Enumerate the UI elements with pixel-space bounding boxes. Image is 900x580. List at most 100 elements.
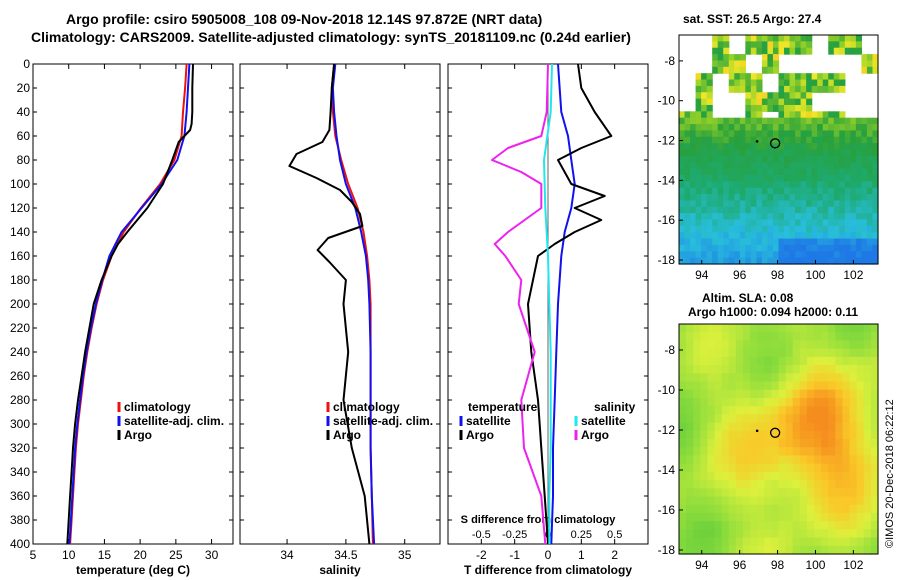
sst-map-xtick-label: 102 bbox=[843, 268, 863, 282]
temperature-xtick-label: 10 bbox=[62, 548, 76, 562]
depth-tick-label: 200 bbox=[10, 297, 30, 311]
diff-legend-temp-satellite: satellite bbox=[466, 414, 511, 428]
depth-tick-label: 380 bbox=[10, 513, 30, 527]
sal-legend-satellite: satellite-adj. clim. bbox=[333, 414, 433, 428]
temp-legend-satellite: satellite-adj. clim. bbox=[124, 414, 224, 428]
depth-tick-label: 340 bbox=[10, 465, 30, 479]
depth-tick-label: 280 bbox=[10, 393, 30, 407]
sst-map-ytick-label: -12 bbox=[658, 134, 676, 148]
depth-tick-label: 80 bbox=[17, 153, 31, 167]
difference-series-temperature-satellite bbox=[550, 63, 576, 545]
depth-tick-label: 40 bbox=[17, 105, 31, 119]
diff-legend-salinity-title: salinity bbox=[594, 400, 636, 414]
depth-tick-label: 160 bbox=[10, 249, 30, 263]
temperature-xtick-label: 20 bbox=[133, 548, 147, 562]
difference-xtick-label: -2 bbox=[476, 548, 487, 562]
sla-map-xtick-label: 98 bbox=[771, 558, 785, 572]
sla-map-xtick-label: 94 bbox=[695, 558, 709, 572]
sst-map-xtick-label: 98 bbox=[771, 268, 785, 282]
sal-legend-climatology: climatology bbox=[333, 400, 400, 414]
difference-series-temperature-argo bbox=[527, 63, 613, 545]
depth-tick-label: 100 bbox=[10, 177, 30, 191]
temperature-xlabel: temperature (deg C) bbox=[76, 563, 190, 577]
temperature-plot-frame bbox=[32, 63, 234, 545]
sst-map-island-marker bbox=[755, 140, 759, 143]
depth-tick-label: 260 bbox=[10, 369, 30, 383]
difference-xtick-label: 1 bbox=[578, 548, 585, 562]
sla-map-ytick-label: -12 bbox=[658, 423, 676, 437]
salinity-xlabel: salinity bbox=[319, 563, 361, 577]
depth-tick-label: 360 bbox=[10, 489, 30, 503]
depth-tick-label: 240 bbox=[10, 345, 30, 359]
sst-map-ytick-label: -18 bbox=[658, 253, 676, 267]
difference-xtick-label: 0 bbox=[545, 548, 552, 562]
salinity-xtick-label: 34 bbox=[280, 548, 294, 562]
diff-legend-temp-argo: Argo bbox=[466, 428, 494, 442]
diff-legend-sal-argo: Argo bbox=[581, 428, 609, 442]
sal-legend-argo: Argo bbox=[333, 428, 361, 442]
sst-map-ytick-label: -16 bbox=[658, 213, 676, 227]
depth-tick-label: 300 bbox=[10, 417, 30, 431]
sla-map-ytick-label: -8 bbox=[664, 343, 675, 357]
sdiff-tick-label: 0.25 bbox=[571, 529, 592, 541]
difference-xtick-label: -1 bbox=[509, 548, 520, 562]
sst-map-ytick-label: -14 bbox=[658, 173, 676, 187]
difference-series-salinity-argo bbox=[491, 63, 549, 545]
salinity-xtick-label: 34.5 bbox=[334, 548, 358, 562]
sla-map-xtick-label: 100 bbox=[805, 558, 825, 572]
depth-tick-label: 140 bbox=[10, 225, 30, 239]
sla-map-ytick-label: -14 bbox=[658, 463, 676, 477]
sst-map-title: sat. SST: 26.5 Argo: 27.4 bbox=[683, 12, 822, 26]
temp-legend-argo: Argo bbox=[124, 428, 152, 442]
temperature-xtick-label: 25 bbox=[169, 548, 183, 562]
sla-map-island-marker bbox=[755, 429, 759, 433]
sla-map-title: Altim. SLA: 0.08 bbox=[702, 291, 794, 305]
sst-map-xtick-label: 94 bbox=[695, 268, 709, 282]
sla-map-argo-marker bbox=[769, 427, 781, 438]
sdiff-tick-label: 0.5 bbox=[607, 529, 622, 541]
depth-tick-label: 400 bbox=[10, 537, 30, 551]
sdiff-tick-label: -0.5 bbox=[472, 529, 491, 541]
sst-map-xtick-label: 100 bbox=[805, 268, 825, 282]
sla-map-subtitle: Argo h1000: 0.094 h2000: 0.11 bbox=[688, 305, 859, 319]
temp-legend-climatology: climatology bbox=[124, 400, 191, 414]
difference-series-salinity-satellite bbox=[543, 63, 553, 544]
figure-title-line2: Climatology: CARS2009. Satellite-adjuste… bbox=[31, 29, 631, 45]
depth-tick-label: 60 bbox=[17, 129, 31, 143]
depth-tick-label: 180 bbox=[10, 273, 30, 287]
temperature-xtick-label: 30 bbox=[205, 548, 219, 562]
sla-map-ytick-label: -16 bbox=[658, 503, 676, 517]
diff-legend-temperature-title: temperature bbox=[468, 400, 538, 414]
depth-tick-label: 0 bbox=[23, 57, 30, 71]
sst-map-argo-marker bbox=[769, 138, 781, 149]
sla-map-xtick-label: 102 bbox=[843, 558, 863, 572]
depth-tick-label: 120 bbox=[10, 201, 30, 215]
depth-tick-label: 320 bbox=[10, 441, 30, 455]
sla-map-xtick-label: 96 bbox=[733, 558, 747, 572]
sla-map-ytick-label: -18 bbox=[658, 543, 676, 557]
sdiff-tick-label: -0.25 bbox=[502, 529, 527, 541]
sst-map-plot bbox=[678, 34, 879, 265]
sst-map-ytick-label: -10 bbox=[658, 94, 676, 108]
salinity-series-satellite-adj-clim- bbox=[331, 63, 376, 545]
temperature-series-satellite-adj-clim- bbox=[68, 63, 191, 545]
sst-map-frame bbox=[678, 34, 879, 265]
depth-tick-label: 20 bbox=[17, 81, 31, 95]
sst-map-xtick-label: 96 bbox=[733, 268, 747, 282]
difference-xlabel: T difference from climatology bbox=[464, 563, 632, 577]
salinity-xtick-label: 35 bbox=[398, 548, 412, 562]
sla-map-frame bbox=[678, 323, 879, 555]
sst-map-ytick-label: -8 bbox=[664, 54, 675, 68]
salinity-series-argo bbox=[288, 63, 371, 545]
sdiff-axis-label: S difference from climatology bbox=[461, 514, 617, 526]
depth-tick-label: 220 bbox=[10, 321, 30, 335]
difference-xtick-label: 2 bbox=[611, 548, 618, 562]
temperature-xtick-label: 5 bbox=[30, 548, 37, 562]
figure-title-line1: Argo profile: csiro 5905008_108 09-Nov-2… bbox=[66, 11, 543, 27]
sla-map-plot bbox=[678, 323, 879, 555]
temperature-series-argo bbox=[66, 63, 194, 545]
sla-map-ytick-label: -10 bbox=[658, 383, 676, 397]
salinity-plot-frame bbox=[239, 63, 441, 545]
temperature-xtick-label: 15 bbox=[98, 548, 112, 562]
